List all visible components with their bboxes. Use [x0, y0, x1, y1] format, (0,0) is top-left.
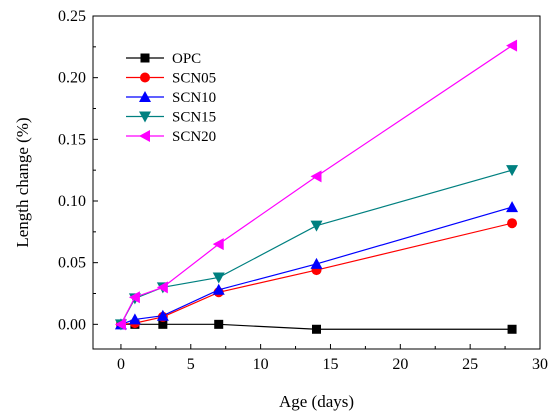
- y-tick-label: 0.15: [58, 131, 86, 148]
- legend-marker: [140, 72, 150, 83]
- legend-item-scn15: SCN15: [126, 110, 216, 126]
- legend-marker: [140, 53, 150, 63]
- legend-item-opc: OPC: [126, 51, 201, 67]
- y-axis-label: Length change (%): [13, 117, 32, 247]
- data-point-opc: [507, 324, 517, 334]
- legend: OPC SCN05 SCN10 SCN15 SCN20: [126, 51, 216, 145]
- series-opc: [116, 319, 517, 334]
- series-layer: [114, 39, 519, 334]
- x-tick-label: 5: [187, 356, 195, 373]
- legend-label: SCN10: [172, 90, 216, 106]
- y-tick-label: 0.25: [58, 8, 86, 25]
- axis-ticks: 0 5 10 15 20 25 30 0.00 0.05 0.10 0.15 0.20 0.25: [58, 8, 548, 373]
- data-point-opc: [312, 324, 321, 334]
- data-point-scn10: [156, 309, 169, 321]
- series-scn10: [114, 201, 519, 330]
- y-tick-label: 0.00: [58, 316, 86, 333]
- data-point-scn20: [212, 238, 224, 251]
- data-point-scn10: [212, 283, 225, 295]
- data-point-scn15: [310, 220, 323, 232]
- legend-label: SCN20: [172, 129, 216, 145]
- x-tick-label: 15: [322, 356, 338, 373]
- legend-marker: [139, 111, 151, 123]
- data-point-scn20: [114, 318, 126, 331]
- legend-label: SCN15: [172, 110, 216, 126]
- legend-marker: [139, 91, 151, 102]
- series-scn15: [114, 165, 519, 331]
- legend-marker: [139, 130, 150, 142]
- legend-item-scn20: SCN20: [126, 129, 216, 145]
- legend-label: OPC: [172, 51, 201, 67]
- data-point-scn20: [156, 281, 168, 294]
- data-point-scn20: [506, 39, 518, 52]
- y-tick-label: 0.20: [58, 70, 86, 87]
- data-point-scn15: [506, 165, 519, 177]
- data-point-opc: [158, 319, 168, 329]
- legend-item-scn10: SCN10: [126, 90, 216, 106]
- legend-label: SCN05: [172, 71, 216, 87]
- data-point-scn15: [212, 272, 225, 284]
- legend-item-scn05: SCN05: [126, 71, 216, 87]
- data-point-scn10: [128, 313, 141, 325]
- x-tick-label: 20: [392, 356, 408, 373]
- data-point-scn10: [506, 201, 519, 213]
- x-tick-label: 30: [532, 356, 548, 373]
- data-point-scn10: [310, 257, 323, 269]
- data-point-opc: [214, 319, 224, 329]
- plot-frame: [92, 15, 541, 350]
- y-tick-label: 0.10: [58, 193, 86, 210]
- data-point-scn20: [128, 291, 140, 304]
- x-tick-label: 0: [117, 356, 125, 373]
- series-scn05: [115, 218, 518, 330]
- x-axis-label: Age (days): [279, 392, 354, 411]
- series-scn20: [114, 39, 518, 331]
- y-tick-label: 0.05: [58, 255, 86, 272]
- x-tick-label: 10: [253, 356, 269, 373]
- data-point-scn20: [310, 170, 322, 183]
- data-point-scn05: [507, 218, 518, 229]
- series-line-scn15: [120, 169, 513, 325]
- series-line-scn20: [120, 45, 513, 325]
- x-tick-label: 25: [462, 356, 478, 373]
